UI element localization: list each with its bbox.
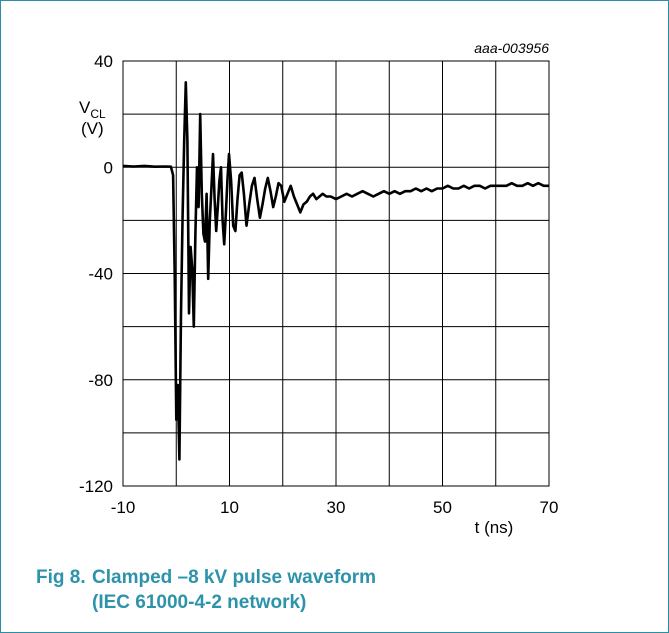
y-axis-unit: (V) xyxy=(81,119,104,138)
y-axis-label-sub: CL xyxy=(90,107,106,121)
x-tick-label: -10 xyxy=(111,498,136,517)
figure-reference: aaa-003956 xyxy=(474,40,549,56)
x-tick-label: 10 xyxy=(220,498,239,517)
x-tick-label: 70 xyxy=(540,498,559,517)
figure-caption-line2: (IEC 61000-4-2 network) xyxy=(92,592,307,613)
y-axis-label-main: V xyxy=(79,98,91,117)
y-tick-label: 40 xyxy=(94,52,113,71)
plot-area-border xyxy=(122,60,550,487)
y-tick-label: -80 xyxy=(88,371,113,390)
y-tick-label: -40 xyxy=(88,265,113,284)
y-tick-label: 0 xyxy=(104,158,113,177)
x-tick-label: 30 xyxy=(327,498,346,517)
tick-labels: -10 10 30 50 70 40 0 -40 -80 -120 xyxy=(79,52,558,517)
x-axis-label: t (ns) xyxy=(475,518,514,537)
voltage-trace xyxy=(122,81,549,461)
x-tick-label: 50 xyxy=(433,498,452,517)
figure-caption-line1: Clamped –8 kV pulse waveform xyxy=(92,567,377,588)
figure-number: Fig 8. xyxy=(36,567,86,588)
y-tick-label: -120 xyxy=(79,477,113,496)
figure-caption: Fig 8. Clamped –8 kV pulse waveform (IEC … xyxy=(36,565,376,615)
y-axis-label: VCL xyxy=(79,98,106,121)
